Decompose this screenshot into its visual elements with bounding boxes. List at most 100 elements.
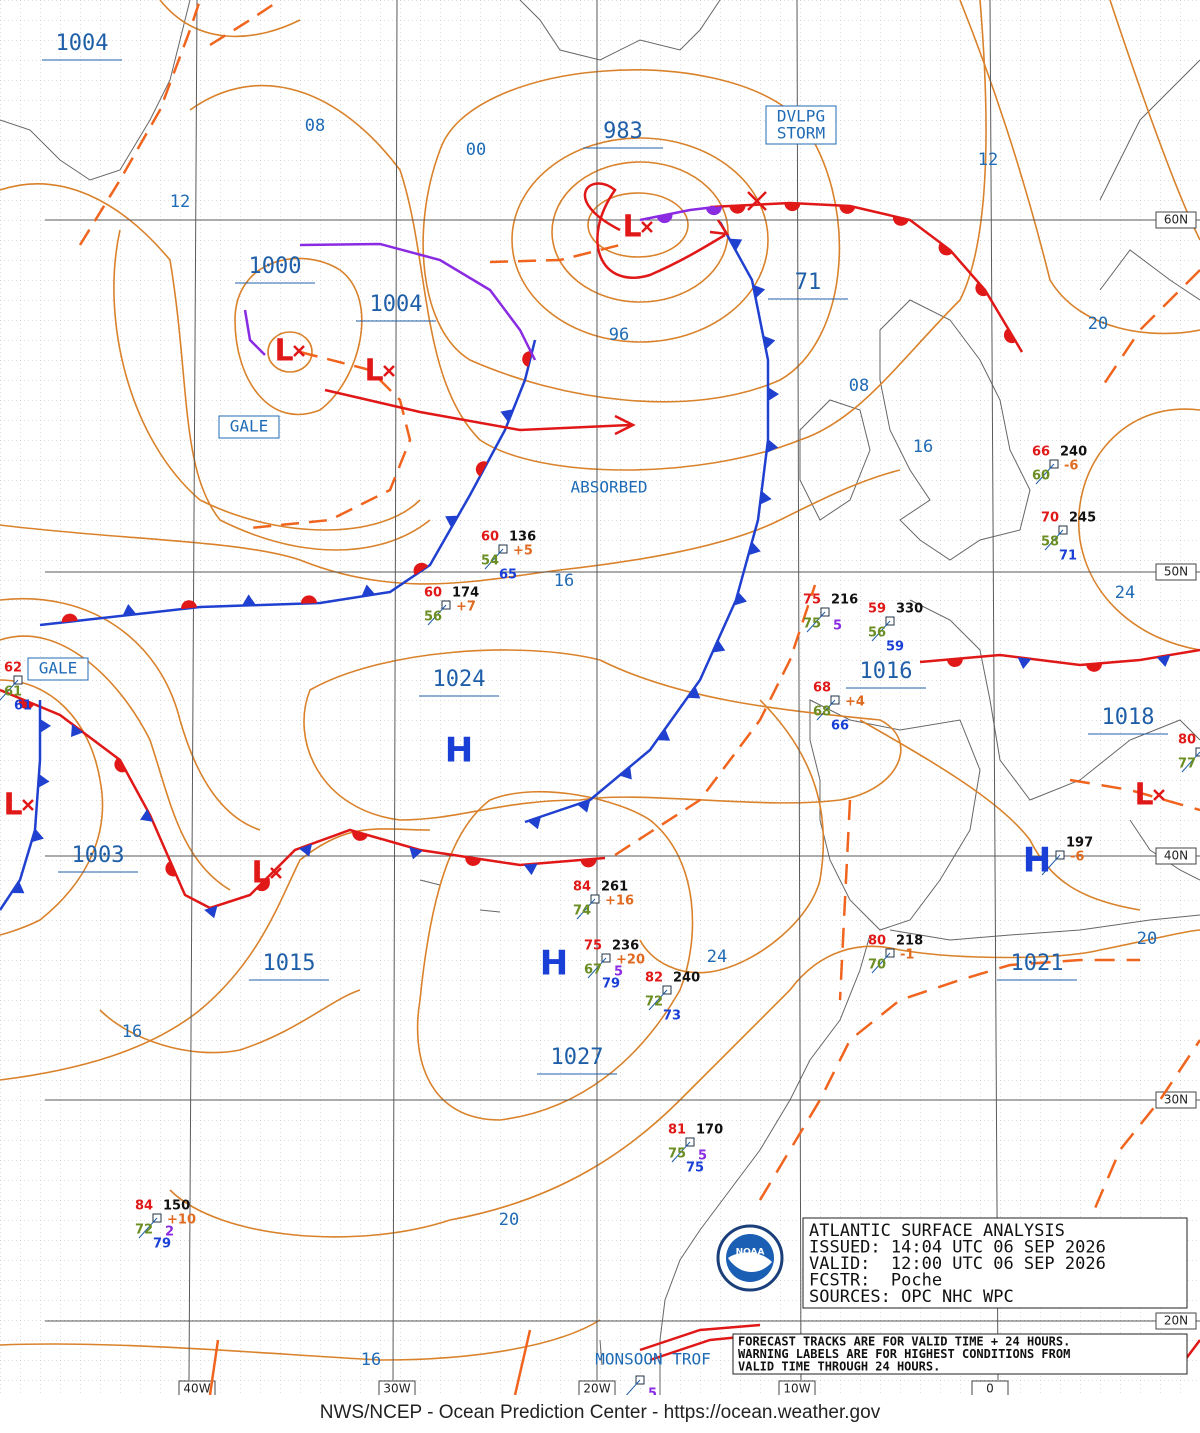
info-line: SOURCES: OPC NHC WPC [809, 1287, 1014, 1307]
storm-label: DVLPG [777, 107, 825, 126]
front-line [39, 339, 537, 627]
warm-front-symbol [413, 562, 429, 576]
station-b: 61 [14, 699, 32, 714]
isobar-label: 20 [1137, 929, 1157, 949]
station-b: 73 [663, 1009, 681, 1024]
lat-label-box [1155, 1091, 1197, 1109]
station-p: 136 [509, 530, 536, 545]
longitude-line [796, 0, 802, 1381]
warm-front-symbol [729, 205, 746, 214]
station-d: 61 [4, 685, 22, 700]
cold-front-symbol [527, 816, 542, 830]
note-line: FORECAST TRACKS ARE FOR VALID TIME + 24 … [738, 1335, 1070, 1349]
station-p: 330 [896, 602, 923, 617]
station-p: 240 [1060, 445, 1087, 460]
pressure-label: 1004 [56, 31, 109, 56]
station-t: 75 [584, 939, 602, 954]
station-t: 62 [4, 661, 22, 676]
latitude-label: 40N [1164, 849, 1188, 863]
warm-front-symbol [580, 858, 597, 868]
front-line [209, 0, 281, 47]
low-x [1153, 789, 1165, 801]
station-d: 74 [573, 904, 591, 919]
info-line: ATLANTIC SURFACE ANALYSIS [809, 1221, 1065, 1241]
pressure-label: 1018 [1102, 705, 1155, 730]
station-v: 5 [833, 619, 842, 634]
cold-front-symbol [619, 766, 632, 780]
pressure-label: 1015 [263, 951, 316, 976]
wind-barb [1035, 463, 1055, 485]
station-p: 218 [896, 934, 923, 949]
station-t: 80 [868, 934, 886, 949]
station-t: 70 [1041, 511, 1059, 526]
lat-label-box [1155, 211, 1197, 229]
cold-front-symbol [729, 238, 743, 251]
wind-barb [0, 679, 19, 701]
lat-label-box [1155, 563, 1197, 581]
warning-box [218, 415, 280, 439]
wind-barb [587, 957, 607, 979]
info-line: FCSTR: Poche [809, 1271, 942, 1291]
cold-front-symbol [11, 881, 25, 894]
pressure-label: 983 [603, 119, 643, 144]
warm-front-symbol [656, 213, 673, 224]
cold-front-symbol [759, 490, 772, 505]
station-p: 174 [452, 586, 479, 601]
station-tend: +5 [513, 544, 533, 559]
pressure-label: 1003 [72, 843, 125, 868]
wind-barb [138, 1217, 158, 1239]
front-line [639, 1323, 761, 1352]
pressure-label: 71 [795, 270, 822, 295]
track-arrow [709, 219, 730, 236]
cold-front-symbol [31, 828, 44, 843]
isobar-label: 12 [170, 192, 190, 212]
low-center: L [622, 210, 641, 245]
isobar-label: 20 [1088, 314, 1108, 334]
station-d: 72 [645, 995, 663, 1010]
station-marker [1195, 747, 1200, 757]
cold-front-symbol [576, 799, 591, 813]
cold-front-symbol [712, 639, 726, 653]
warm-front-symbol [946, 658, 963, 667]
station-tend: -6 [1064, 459, 1078, 474]
station-b: 66 [831, 719, 849, 734]
high-center: H [540, 944, 568, 984]
station-t: 81 [668, 1123, 686, 1138]
lat-label-box [1155, 847, 1197, 865]
station-t: 75 [803, 593, 821, 608]
station-d: 56 [424, 610, 442, 625]
warm-front-symbol [1086, 663, 1103, 672]
lat-label-box [1155, 1312, 1197, 1330]
cold-front-symbol [40, 718, 51, 733]
low-x [383, 365, 395, 377]
station-p: 261 [601, 880, 628, 895]
warm-front-symbol [114, 757, 127, 773]
station-v: 5 [698, 1149, 707, 1164]
longitude-label: 30W [383, 1382, 410, 1396]
warm-front-symbol [18, 698, 35, 710]
low-x [22, 799, 34, 811]
front-line [243, 309, 266, 356]
low-center: L [1134, 778, 1153, 813]
station-b: 79 [602, 977, 620, 992]
pressure-label: 1024 [433, 667, 486, 692]
front-line [1069, 778, 1200, 812]
pressure-label: 1021 [1011, 951, 1064, 976]
cold-front-symbol [763, 335, 776, 350]
warm-front-symbol [938, 242, 953, 256]
storm-box [765, 105, 837, 145]
cold-front-symbol [204, 905, 218, 919]
wind-barb [427, 604, 447, 626]
track [583, 182, 726, 279]
warm-front-symbol [975, 282, 989, 297]
cold-front-symbol [298, 843, 313, 857]
note-line: VALID TIME THROUGH 24 HOURS. [738, 1360, 940, 1374]
info-line: VALID: 12:00 UTC 06 SEP 2026 [809, 1254, 1106, 1274]
station-tend: -1 [900, 948, 914, 963]
station-t: 82 [645, 971, 663, 986]
station-d: 72 [135, 1223, 153, 1238]
wind-barb [871, 620, 891, 642]
